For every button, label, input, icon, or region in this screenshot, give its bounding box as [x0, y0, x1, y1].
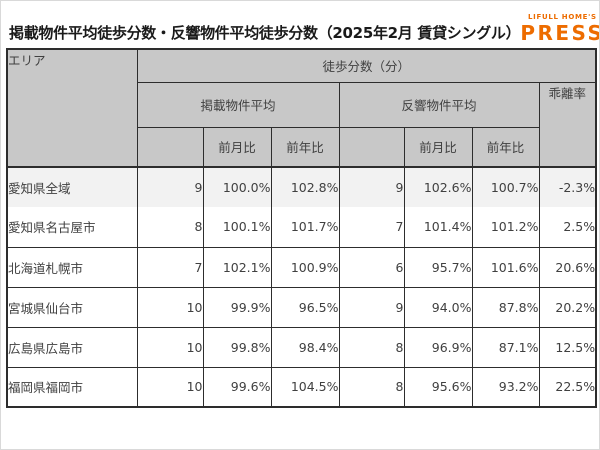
listed-yoy-cell: 96.5%	[270, 286, 340, 328]
response-mom-cell: 102.6%	[403, 166, 473, 207]
area-cell: 愛知県全域	[6, 166, 138, 207]
listed-minutes-cell: 10	[136, 286, 204, 328]
listed-mom-cell: 100.0%	[202, 166, 272, 207]
column-header-listed-average: 掲載物件平均	[136, 81, 340, 128]
column-header-walk-minutes: 徒歩分数（分）	[136, 48, 597, 83]
column-header-listed-yoy: 前年比	[270, 126, 340, 168]
page-title: 掲載物件平均徒歩分数・反響物件平均徒歩分数（2025年2月 賃貸シングル）	[9, 24, 521, 42]
area-cell: 北海道札幌市	[6, 246, 138, 288]
response-minutes-cell: 9	[338, 286, 405, 328]
listed-mom-cell: 99.9%	[202, 286, 272, 328]
response-yoy-cell: 101.2%	[471, 207, 540, 248]
listed-mom-cell: 99.6%	[202, 366, 272, 408]
divergence-cell: 20.2%	[538, 286, 597, 328]
table-row-sapporo: 北海道札幌市 7 102.1% 100.9% 6 95.7% 101.6% 20…	[6, 246, 597, 288]
area-cell: 広島県広島市	[6, 326, 138, 368]
response-mom-cell: 95.6%	[403, 366, 473, 408]
divergence-cell: 12.5%	[538, 326, 597, 368]
empty-subheader-listed	[136, 126, 204, 168]
header-row-2: 掲載物件平均 反響物件平均 乖離率	[7, 81, 597, 168]
response-mom-cell: 101.4%	[403, 207, 473, 248]
response-minutes-cell: 7	[338, 207, 405, 248]
column-header-response-mom: 前月比	[403, 126, 473, 168]
listed-mom-cell: 99.8%	[202, 326, 272, 368]
divergence-cell: 22.5%	[538, 366, 597, 408]
response-yoy-cell: 93.2%	[471, 366, 540, 408]
listed-minutes-cell: 7	[136, 246, 204, 288]
logo-press-text: PRESS	[520, 21, 600, 45]
listed-yoy-cell: 98.4%	[270, 326, 340, 368]
header-row-1: エリア 徒歩分数（分）	[6, 48, 597, 168]
area-cell: 愛知県名古屋市	[6, 207, 138, 248]
response-minutes-cell: 6	[338, 246, 405, 288]
response-yoy-cell: 100.7%	[471, 166, 540, 207]
divergence-cell: 2.5%	[538, 207, 597, 248]
table-row-nagoya: 愛知県名古屋市 8 100.1% 101.7% 7 101.4% 101.2% …	[6, 207, 597, 248]
area-cell: 福岡県福岡市	[6, 366, 138, 408]
column-header-area: エリア	[6, 48, 138, 168]
listed-yoy-cell: 101.7%	[270, 207, 340, 248]
listed-minutes-cell: 9	[136, 166, 204, 207]
column-header-response-yoy: 前年比	[471, 126, 540, 168]
response-yoy-cell: 87.1%	[471, 326, 540, 368]
area-cell: 宮城県仙台市	[6, 286, 138, 328]
walk-minutes-table: エリア 徒歩分数（分） 掲載物件平均 反響物件平均 乖離率 前月比 前年比 前月…	[6, 48, 598, 408]
empty-subheader-response	[338, 126, 405, 168]
response-yoy-cell: 101.6%	[471, 246, 540, 288]
page-header: 掲載物件平均徒歩分数・反響物件平均徒歩分数（2025年2月 賃貸シングル） LI…	[1, 1, 599, 48]
table-row-sendai: 宮城県仙台市 10 99.9% 96.5% 9 94.0% 87.8% 20.2…	[6, 286, 597, 328]
response-mom-cell: 96.9%	[403, 326, 473, 368]
column-header-listed-mom: 前月比	[202, 126, 272, 168]
listed-yoy-cell: 102.8%	[270, 166, 340, 207]
response-minutes-cell: 9	[338, 166, 405, 207]
listed-minutes-cell: 8	[136, 207, 204, 248]
response-minutes-cell: 8	[338, 326, 405, 368]
listed-mom-cell: 100.1%	[202, 207, 272, 248]
lifull-homes-press-logo: LIFULL HOME'S PRESS	[520, 13, 600, 48]
listed-yoy-cell: 104.5%	[270, 366, 340, 408]
response-mom-cell: 94.0%	[403, 286, 473, 328]
response-yoy-cell: 87.8%	[471, 286, 540, 328]
logo-brand-text: LIFULL HOME'S	[528, 13, 597, 21]
table-row-aichi-all: 愛知県全域 9 100.0% 102.8% 9 102.6% 100.7% -2…	[6, 166, 597, 207]
table-row-fukuoka: 福岡県福岡市 10 99.6% 104.5% 8 95.6% 93.2% 22.…	[6, 366, 597, 408]
listed-minutes-cell: 10	[136, 366, 204, 408]
listed-mom-cell: 102.1%	[202, 246, 272, 288]
divergence-cell: -2.3%	[538, 166, 597, 207]
listed-yoy-cell: 100.9%	[270, 246, 340, 288]
response-mom-cell: 95.7%	[403, 246, 473, 288]
response-minutes-cell: 8	[338, 366, 405, 408]
listed-minutes-cell: 10	[136, 326, 204, 368]
column-header-divergence-rate: 乖離率	[538, 81, 597, 168]
column-header-response-average: 反響物件平均	[338, 81, 540, 128]
divergence-cell: 20.6%	[538, 246, 597, 288]
table-row-hiroshima: 広島県広島市 10 99.8% 98.4% 8 96.9% 87.1% 12.5…	[6, 326, 597, 368]
header-row-3: 前月比 前年比 前月比 前年比	[7, 126, 596, 168]
